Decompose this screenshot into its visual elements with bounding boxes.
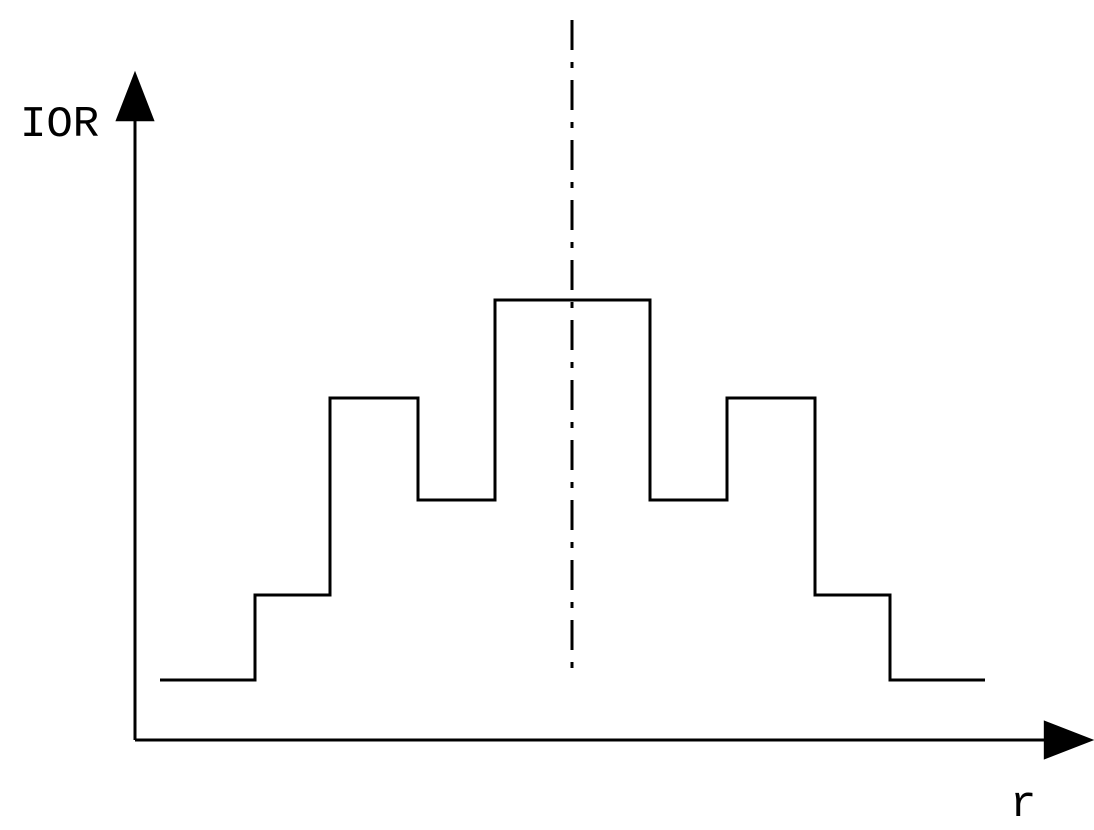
- diagram-container: IOR r: [0, 0, 1094, 824]
- y-axis-label: IOR: [20, 100, 99, 150]
- diagram-svg: [0, 0, 1094, 824]
- x-axis-label: r: [1010, 780, 1036, 830]
